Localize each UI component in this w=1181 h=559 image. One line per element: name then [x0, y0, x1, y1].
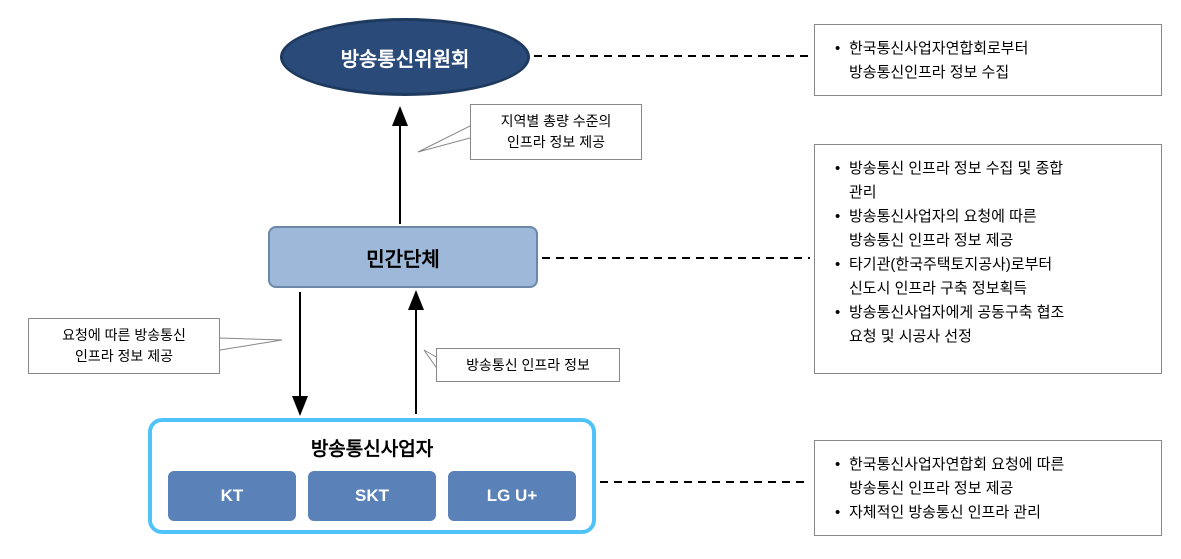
- desc-item: 방송통신사업자에게 공동구축 협조요청 및 시공사 선정: [831, 301, 1145, 349]
- desc-box-operators: 한국통신사업자연합회 요청에 따른방송통신 인프라 정보 제공자체적인 방송통신…: [814, 440, 1162, 536]
- desc-box-commission: 한국통신사업자연합회로부터방송통신인프라 정보 수집: [814, 24, 1162, 96]
- desc-item: 한국통신사업자연합회 요청에 따른방송통신 인프라 정보 제공: [831, 453, 1145, 501]
- desc-box-private: 방송통신 인프라 정보 수집 및 종합관리방송통신사업자의 요청에 따른방송통신…: [814, 144, 1162, 374]
- operators-title: 방송통신사업자: [168, 434, 576, 461]
- desc-item: 타기관(한국주택토지공사)로부터신도시 인프라 구축 정보획득: [831, 253, 1145, 301]
- callout-request-info: 요청에 따른 방송통신인프라 정보 제공: [28, 318, 220, 374]
- desc-item: 방송통신 인프라 정보 수집 및 종합관리: [831, 157, 1145, 205]
- operator-box-lg-u+: LG U+: [448, 471, 576, 521]
- node-broadcasting-commission: 방송통신위원회: [280, 18, 530, 96]
- operator-box-skt: SKT: [308, 471, 436, 521]
- callout-region-info: 지역별 총량 수준의인프라 정보 제공: [470, 104, 642, 160]
- node-top-label: 방송통신위원회: [341, 43, 470, 72]
- operators-row: KTSKTLG U+: [168, 471, 576, 521]
- desc-item: 자체적인 방송통신 인프라 관리: [831, 501, 1145, 525]
- node-private-org: 민간단체: [268, 226, 538, 288]
- node-middle-label: 민간단체: [366, 243, 440, 272]
- operator-box-kt: KT: [168, 471, 296, 521]
- node-operators-container: 방송통신사업자 KTSKTLG U+: [148, 418, 596, 534]
- callout-infra-info: 방송통신 인프라 정보: [436, 348, 620, 382]
- desc-item: 한국통신사업자연합회로부터방송통신인프라 정보 수집: [831, 37, 1145, 85]
- desc-item: 방송통신사업자의 요청에 따른방송통신 인프라 정보 제공: [831, 205, 1145, 253]
